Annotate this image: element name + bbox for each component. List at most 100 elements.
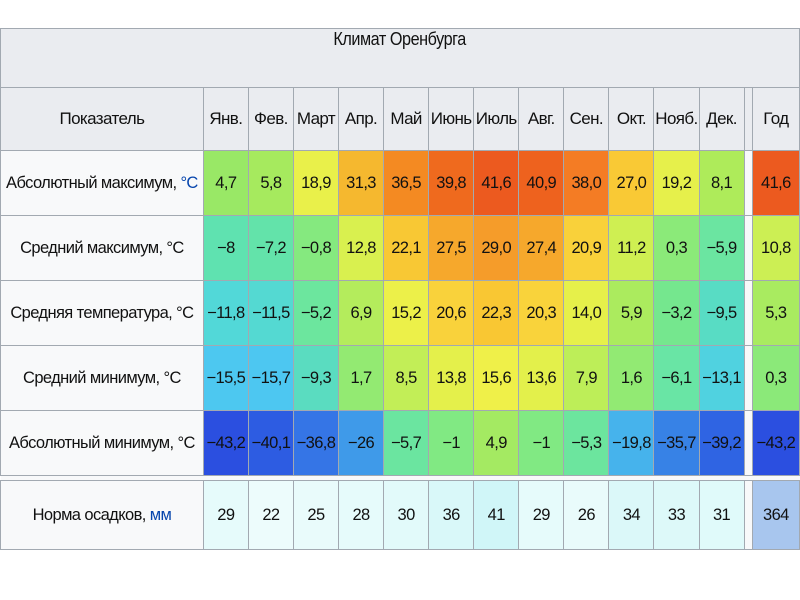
row-label-text: Абсолютный максимум, <box>6 173 181 192</box>
value-cell: 6,9 <box>337 280 385 346</box>
column-header-month: Июль <box>473 87 520 151</box>
value-cell: 25 <box>292 480 340 550</box>
row-mean-temp: Средняя температура, °C −11,8 −11,5 −5,2 6,9… <box>0 280 800 346</box>
row-label: Норма осадков, мм <box>0 480 204 550</box>
value-cell: 15,6 <box>473 345 520 411</box>
row-label: Средний минимум, °C <box>0 345 204 411</box>
header-row: Показатель Янв. Фев. Март Апр. Май Июнь … <box>0 87 800 151</box>
year-value-cell: 41,6 <box>751 150 800 216</box>
value-cell: 12,8 <box>337 215 385 281</box>
value-cell: 20,9 <box>563 215 610 281</box>
row-mean-min: Средний минимум, °C −15,5 −15,7 −9,3 1,7 8,5 1… <box>0 345 800 411</box>
value-cell: 15,2 <box>383 280 430 346</box>
year-value-cell: −43,2 <box>751 410 800 476</box>
value-cell: −35,7 <box>653 410 700 476</box>
row-label: Абсолютный максимум, °C <box>0 150 204 216</box>
column-gap <box>743 215 753 281</box>
value-cell: 20,3 <box>518 280 565 346</box>
row-label-text: Норма осадков, <box>32 505 150 524</box>
value-cell: −15,7 <box>247 345 294 411</box>
year-value-cell: 0,3 <box>751 345 800 411</box>
column-header-month: Нояб. <box>653 87 700 151</box>
column-header-month: Сен. <box>563 87 610 151</box>
column-header-month: Май <box>383 87 430 151</box>
value-cell: 28 <box>337 480 385 550</box>
value-cell: −36,8 <box>292 410 340 476</box>
value-cell: 20,6 <box>428 280 475 346</box>
value-cell: −43,2 <box>202 410 249 476</box>
column-header-month: Март <box>292 87 340 151</box>
unit-link[interactable]: мм <box>149 505 172 524</box>
row-label: Абсолютный минимум, °C <box>0 410 204 476</box>
value-cell: 39,8 <box>428 150 475 216</box>
value-cell: 19,2 <box>653 150 700 216</box>
value-cell: 31,3 <box>337 150 385 216</box>
column-header-month: Дек. <box>698 87 745 151</box>
value-cell: 14,0 <box>563 280 610 346</box>
value-cell: 41 <box>473 480 520 550</box>
value-cell: −5,2 <box>292 280 340 346</box>
column-gap <box>743 150 753 216</box>
column-gap <box>743 280 753 346</box>
row-label: Средняя температура, °C <box>0 280 204 346</box>
column-header-label: Показатель <box>0 87 204 151</box>
value-cell: 27,0 <box>608 150 655 216</box>
value-cell: 13,8 <box>428 345 475 411</box>
column-header-month: Июнь <box>428 87 475 151</box>
value-cell: −7,2 <box>247 215 294 281</box>
value-cell: −19,8 <box>608 410 655 476</box>
value-cell: −9,5 <box>698 280 745 346</box>
value-cell: −40,1 <box>247 410 294 476</box>
value-cell: 1,6 <box>608 345 655 411</box>
value-cell: 36,5 <box>383 150 430 216</box>
value-cell: −1 <box>518 410 565 476</box>
value-cell: 4,7 <box>202 150 249 216</box>
column-header-month: Авг. <box>518 87 565 151</box>
unit-link[interactable]: °C <box>180 173 198 192</box>
value-cell: −13,1 <box>698 345 745 411</box>
climate-table-container: Климат Оренбурга Показатель Янв. Фев. Ма… <box>0 28 800 550</box>
column-header-year: Год <box>751 87 800 151</box>
value-cell: −26 <box>337 410 385 476</box>
value-cell: −11,8 <box>202 280 249 346</box>
row-absolute-max: Абсолютный максимум, °C 4,7 5,8 18,9 31,3 36,… <box>0 150 800 216</box>
data-rows: Абсолютный максимум, °C 4,7 5,8 18,9 31,3 36,… <box>0 150 800 550</box>
row-label-text: Абсолютный минимум, °C <box>9 433 195 452</box>
row-absolute-min: Абсолютный минимум, °C −43,2 −40,1 −36,8 −26… <box>0 410 800 476</box>
value-cell: 27,4 <box>518 215 565 281</box>
column-header-month: Янв. <box>202 87 249 151</box>
value-cell: 22,3 <box>473 280 520 346</box>
column-header-month: Фев. <box>247 87 294 151</box>
value-cell: 29 <box>518 480 565 550</box>
value-cell: 27,5 <box>428 215 475 281</box>
value-cell: −5,7 <box>383 410 430 476</box>
value-cell: −9,3 <box>292 345 340 411</box>
value-cell: 26 <box>563 480 610 550</box>
value-cell: −15,5 <box>202 345 249 411</box>
value-cell: 0,3 <box>653 215 700 281</box>
column-gap <box>743 345 753 411</box>
column-gap <box>743 87 753 151</box>
value-cell: 8,5 <box>383 345 430 411</box>
year-value-cell: 10,8 <box>751 215 800 281</box>
value-cell: 40,9 <box>518 150 565 216</box>
value-cell: 34 <box>608 480 655 550</box>
value-cell: 8,1 <box>698 150 745 216</box>
climate-table: Климат Оренбурга Показатель Янв. Фев. Ма… <box>0 28 800 550</box>
value-cell: 1,7 <box>337 345 385 411</box>
value-cell: 13,6 <box>518 345 565 411</box>
value-cell: 38,0 <box>563 150 610 216</box>
row-label: Средний максимум, °C <box>0 215 204 281</box>
value-cell: 11,2 <box>608 215 655 281</box>
value-cell: 41,6 <box>473 150 520 216</box>
row-label-text: Средний минимум, °C <box>23 368 181 387</box>
value-cell: 5,9 <box>608 280 655 346</box>
value-cell: 18,9 <box>292 150 340 216</box>
year-value-cell: 364 <box>751 480 800 550</box>
column-gap <box>743 410 753 476</box>
value-cell: −3,2 <box>653 280 700 346</box>
column-gap <box>743 480 753 550</box>
value-cell: 4,9 <box>473 410 520 476</box>
column-header-month: Окт. <box>608 87 655 151</box>
value-cell: 22 <box>247 480 294 550</box>
